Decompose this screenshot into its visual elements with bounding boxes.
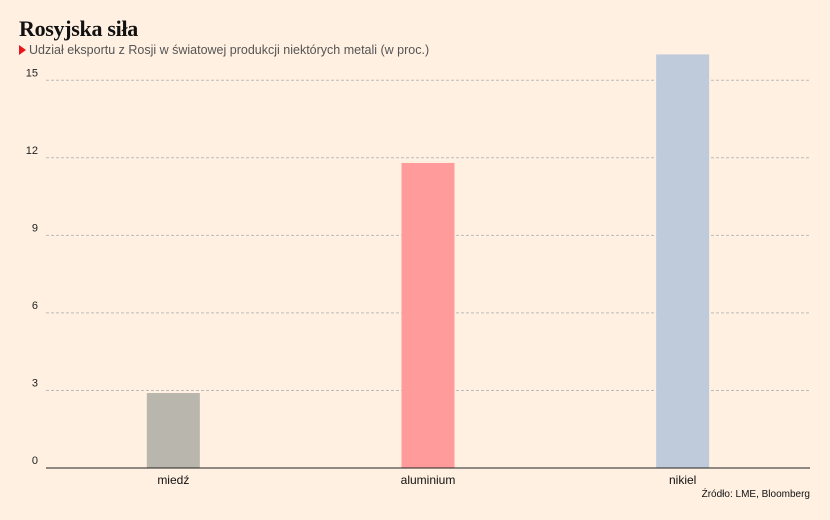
y-tick-label: 3 — [32, 377, 38, 389]
y-tick-label: 0 — [32, 455, 38, 467]
y-tick-labels: 0 3 6 9 12 15 — [26, 67, 38, 467]
y-tick-label: 6 — [32, 300, 38, 312]
chart-title: Rosyjska siła — [19, 16, 138, 41]
x-tick-label: aluminium — [401, 473, 456, 487]
chart-subtitle: Udział eksportu z Rosji w światowej prod… — [19, 43, 429, 57]
red-triangle-icon — [19, 45, 26, 55]
y-tick-label: 15 — [26, 67, 38, 79]
y-tick-label: 12 — [26, 145, 38, 157]
bar-0 — [146, 393, 200, 468]
x-tick-label: miedź — [157, 473, 189, 487]
x-tick-labels: miedź aluminium nikiel — [157, 473, 696, 487]
bars — [146, 54, 710, 469]
bar-1 — [401, 162, 455, 468]
bar-2 — [656, 54, 710, 469]
source-note: Źródło: LME, Bloomberg — [701, 489, 810, 500]
chart-subtitle-text: Udział eksportu z Rosji w światowej prod… — [29, 43, 430, 57]
y-tick-label: 9 — [32, 222, 38, 234]
x-tick-label: nikiel — [669, 473, 696, 487]
